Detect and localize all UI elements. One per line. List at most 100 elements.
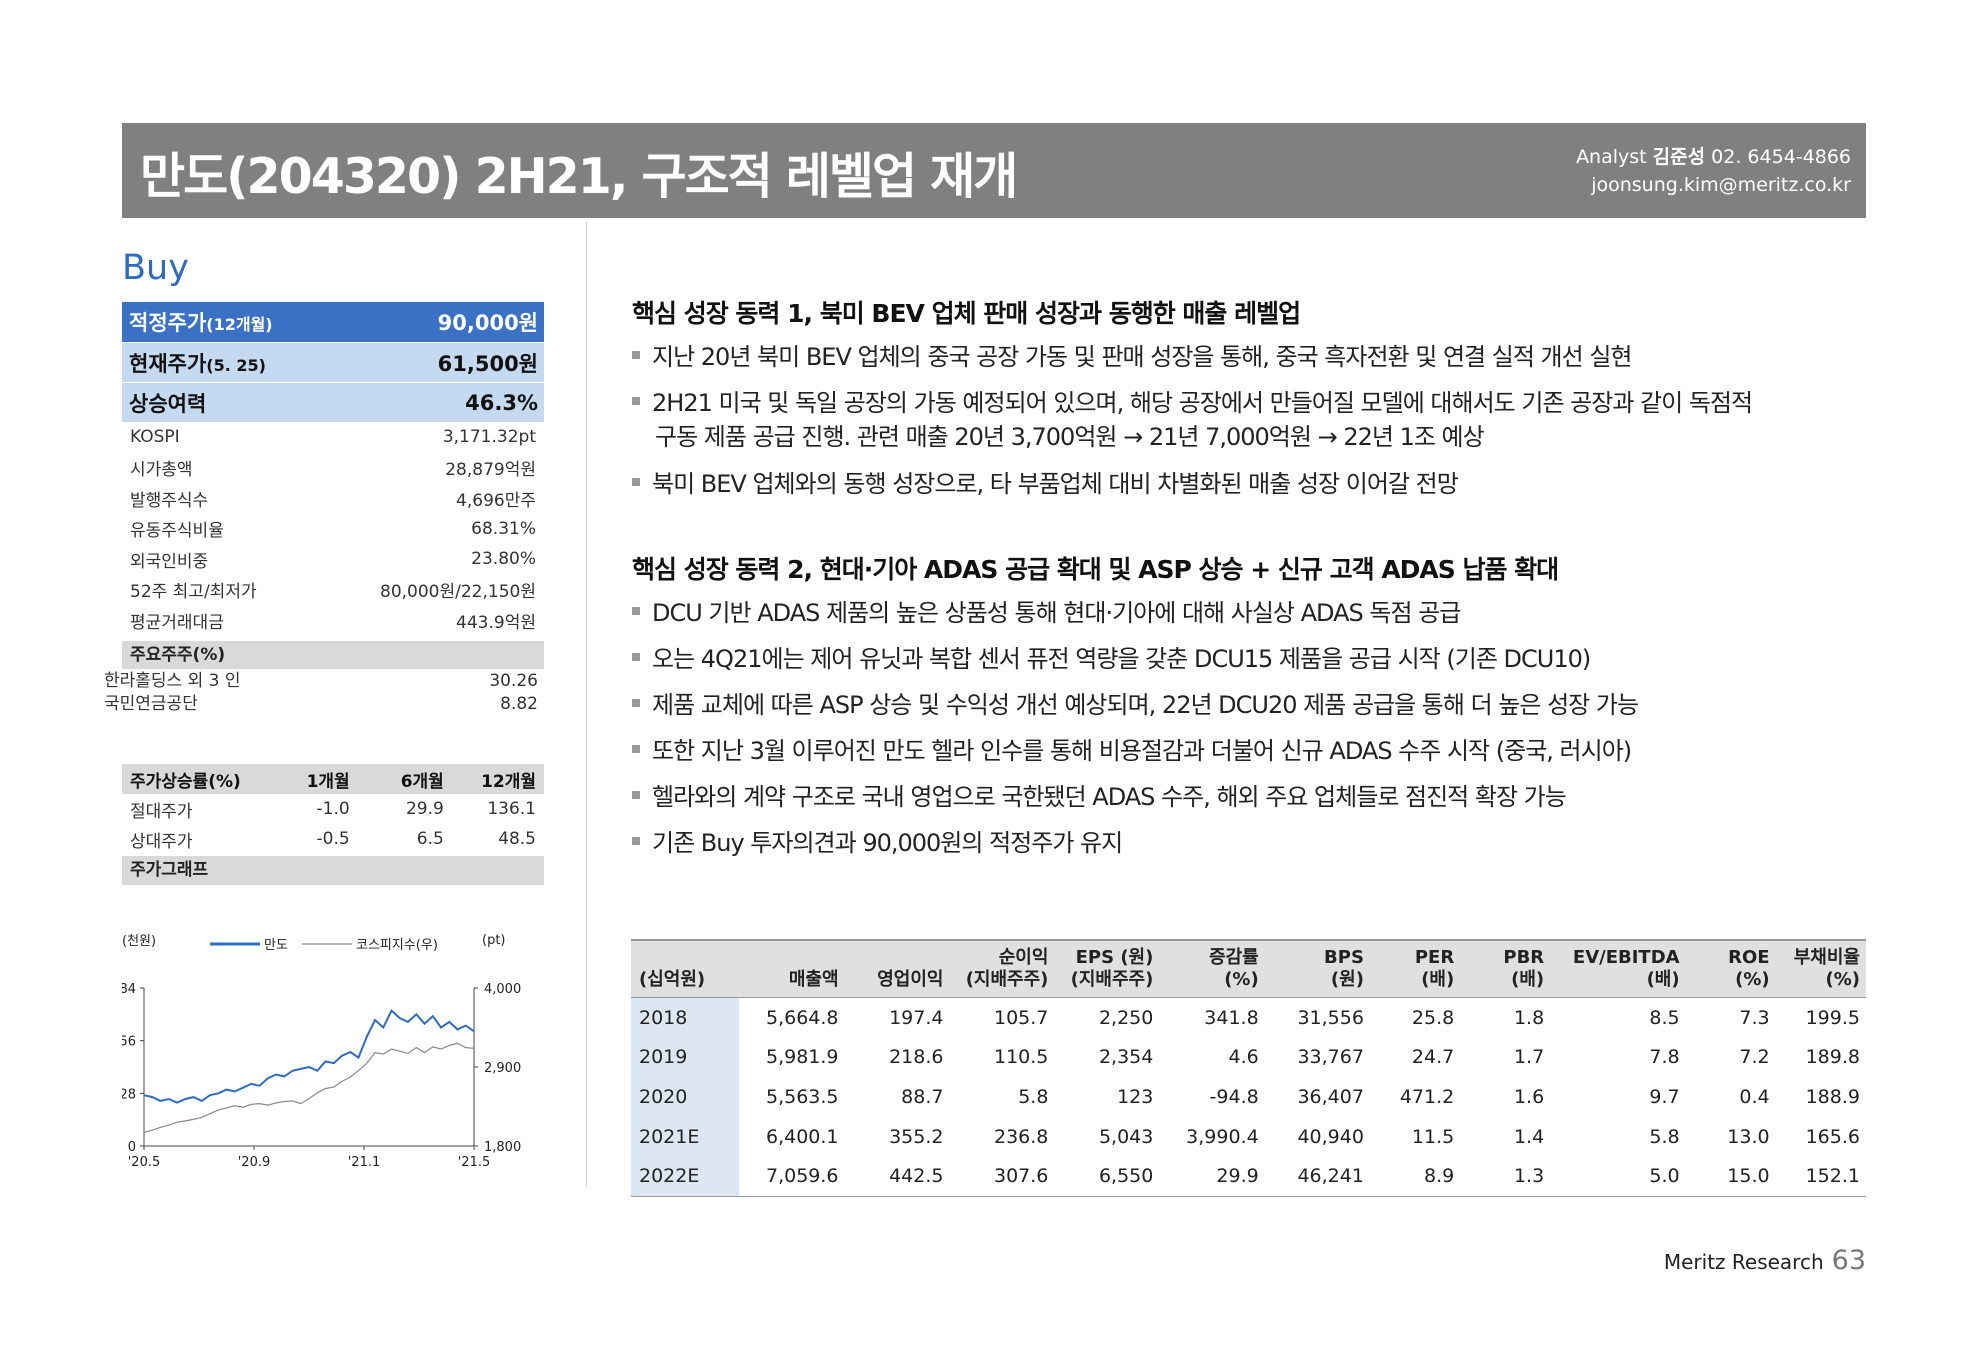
price-performance-table: 주가상승률(%) 1개월 6개월 12개월 절대주가 -1.0 29.9 136… — [122, 764, 544, 854]
perf-cell: -1.0 — [316, 799, 350, 819]
bullet-text: 북미 BEV 업체와의 동행 성장으로, 타 부품업체 대비 차별화된 매출 성… — [652, 470, 1459, 498]
fin-header: BPS (원) — [1264, 939, 1370, 998]
current-price-value: 61,500원 — [437, 351, 538, 376]
stat-label: 유동주식비율 — [130, 521, 224, 542]
fin-year-cell: 2018 — [631, 997, 740, 1038]
fin-cell: 5,664.8 — [766, 1006, 839, 1029]
fin-cell: 15.0 — [1685, 1156, 1776, 1197]
stat-value: 443.9억원 — [456, 612, 536, 633]
stat-row: 평균거래대금 443.9억원 — [122, 605, 544, 636]
fin-cell: 11.5 — [1411, 1125, 1455, 1148]
fin-row: 2019 5,981.9 218.6 110.5 2,354 4.6 33,767 24.7 1… — [631, 1037, 1866, 1078]
fin-cell: 36,407 — [1297, 1085, 1364, 1108]
stat-row: 발행주식수 4,696만주 — [122, 483, 544, 514]
bullet-marker — [632, 699, 640, 707]
fin-cell: -94.8 — [1209, 1085, 1259, 1108]
bullet-text: 오는 4Q21에는 제어 유닛과 복합 센서 퓨전 역량을 갖춘 DCU15 제… — [652, 645, 1591, 673]
bullet-marker — [632, 397, 640, 405]
bullet-text: 2H21 미국 및 독일 공장의 가동 예정되어 있으며, 해당 공장에서 만들… — [652, 389, 1753, 417]
fin-cell: 5.8 — [1018, 1085, 1049, 1108]
stat-row: 외국인비중 23.80% — [122, 544, 544, 575]
bullet-marker — [632, 351, 640, 359]
bullet-marker — [632, 478, 640, 486]
shareholder-row: 한라홀딩스 외 3 인 30.26 — [104, 670, 538, 693]
fin-year-cell: 2021E — [631, 1116, 740, 1157]
section2-bullet: 또한 지난 3월 이루어진 만도 헬라 인수를 통해 비용절감과 더불어 신규 … — [632, 734, 1632, 768]
fin-unit-header: (십억원) — [631, 939, 740, 998]
fin-cell: 123 — [1117, 1085, 1154, 1108]
fin-cell: 3,990.4 — [1186, 1125, 1259, 1148]
fin-cell: 7,059.6 — [739, 1156, 845, 1197]
price-chart: (천원) (pt) 만도 코스피지수(우) 84 56 28 0 4,000 2,900 1… — [122, 933, 521, 1170]
current-price-label: 현재주가 — [129, 351, 207, 376]
y-left-tick-label: 84 — [122, 982, 136, 997]
fin-cell: 8.5 — [1649, 1006, 1680, 1029]
upside-label: 상승여력 — [129, 391, 207, 416]
current-price-row: 현재주가(5. 25) 61,500원 — [122, 342, 544, 382]
fin-header: 증감률 (%) — [1159, 939, 1265, 998]
analyst-phone: 02. 6454-4866 — [1711, 146, 1851, 168]
fin-cell: 1.4 — [1513, 1125, 1545, 1148]
fin-header: PER (배) — [1369, 939, 1461, 998]
price-summary: 적정주가(12개월) 90,000원 현재주가(5. 25) 61,500원 상… — [122, 302, 544, 636]
fin-header: 부채비율 (%) — [1775, 939, 1866, 998]
shareholder-value: 30.26 — [489, 671, 538, 691]
fin-header: PBR (배) — [1460, 939, 1551, 998]
section2-title: 핵심 성장 동력 2, 현대·기아 ADAS 공급 확대 및 ASP 상승 + … — [632, 555, 1559, 584]
target-price-row: 적정주가(12개월) 90,000원 — [122, 302, 544, 342]
fin-cell: 471.2 — [1399, 1085, 1455, 1108]
fin-cell: 0.4 — [1739, 1085, 1770, 1108]
chart-lines — [143, 1008, 475, 1133]
fin-cell: 1.8 — [1513, 1006, 1545, 1029]
bullet-text-continued: 구동 제품 공급 진행. 관련 매출 20년 3,700억원 → 21년 7,0… — [655, 423, 1485, 451]
stat-row: 52주 최고/최저가 80,000원/22,150원 — [122, 575, 544, 606]
section1-bullet: 북미 BEV 업체와의 동행 성장으로, 타 부품업체 대비 차별화된 매출 성… — [632, 467, 1459, 501]
x-tick-label: '21.1 — [348, 1155, 381, 1170]
perf-header-cell: 1개월 — [306, 771, 350, 792]
bullet-text: 기존 Buy 투자의견과 90,000원의 적정주가 유지 — [652, 829, 1123, 857]
column-divider — [586, 222, 587, 1187]
stat-value: 68.31% — [471, 518, 536, 539]
financial-table: (십억원) 매출액 영업이익 순이익 (지배주주) EPS (원) (지배주주) 증… — [631, 939, 1866, 1197]
fin-header: 매출액 — [739, 939, 845, 998]
shareholders-list: 한라홀딩스 외 3 인 30.26 국민연금공단 8.82 — [104, 670, 538, 716]
fin-cell: 307.6 — [949, 1156, 1055, 1197]
chart-axes: 84 56 28 0 4,000 2,900 1,800 '20.5 '20.9 '21.1 '21… — [122, 982, 521, 1170]
analyst-email: joonsung.kim@meritz.co.kr — [1591, 174, 1851, 196]
section1-title: 핵심 성장 동력 1, 북미 BEV 업체 판매 성장과 동행한 매출 레벨업 — [632, 299, 1301, 328]
fin-cell: 5.0 — [1550, 1156, 1686, 1197]
fin-cell: 2,250 — [1098, 1006, 1154, 1029]
stat-label: KOSPI — [130, 427, 180, 448]
y-right-tick-label: 1,800 — [484, 1140, 521, 1155]
section2-bullet: 제품 교체에 따른 ASP 상승 및 수익성 개선 예상되며, 22년 DCU2… — [632, 688, 1639, 722]
stat-label: 평균거래대금 — [130, 612, 224, 633]
fin-header: 영업이익 — [844, 939, 950, 998]
fin-cell: 46,241 — [1264, 1156, 1370, 1197]
fin-cell: 197.4 — [889, 1006, 944, 1029]
fin-cell: 6,400.1 — [766, 1125, 839, 1148]
section2-bullet: 오는 4Q21에는 제어 유닛과 복합 센서 퓨전 역량을 갖춘 DCU15 제… — [632, 642, 1591, 676]
analyst-name: 김준성 — [1652, 146, 1706, 168]
fin-cell: 152.1 — [1775, 1156, 1866, 1197]
fin-cell: 442.5 — [844, 1156, 950, 1197]
fin-cell: 5,563.5 — [766, 1085, 839, 1108]
bullet-text: DCU 기반 ADAS 제품의 높은 상품성 통해 현대·기아에 대해 사실상 … — [652, 599, 1461, 627]
fin-cell: 355.2 — [889, 1125, 944, 1148]
perf-cell: 6.5 — [416, 829, 444, 849]
fin-cell: 33,767 — [1297, 1046, 1364, 1069]
x-tick-label: '20.9 — [238, 1155, 271, 1170]
fin-row: 2021E 6,400.1 355.2 236.8 5,043 3,990.4 40,940… — [631, 1116, 1866, 1157]
footer-brand: Meritz Research — [1663, 1250, 1824, 1274]
fin-cell: 8.9 — [1369, 1156, 1461, 1197]
fin-year-cell: 2019 — [631, 1037, 740, 1078]
fin-header-row: (십억원) 매출액 영업이익 순이익 (지배주주) EPS (원) (지배주주) 증… — [631, 939, 1866, 998]
y-left-tick-label: 56 — [122, 1035, 136, 1050]
y-right-tick-label: 2,900 — [484, 1061, 521, 1076]
fin-cell: 9.7 — [1649, 1085, 1680, 1108]
analyst-label: Analyst — [1576, 146, 1647, 168]
fin-cell: 2,354 — [1098, 1046, 1154, 1069]
fin-cell: 88.7 — [901, 1085, 944, 1108]
fin-year-cell: 2022E — [631, 1156, 740, 1197]
fin-year-cell: 2020 — [631, 1077, 740, 1117]
rating: Buy — [122, 248, 189, 288]
